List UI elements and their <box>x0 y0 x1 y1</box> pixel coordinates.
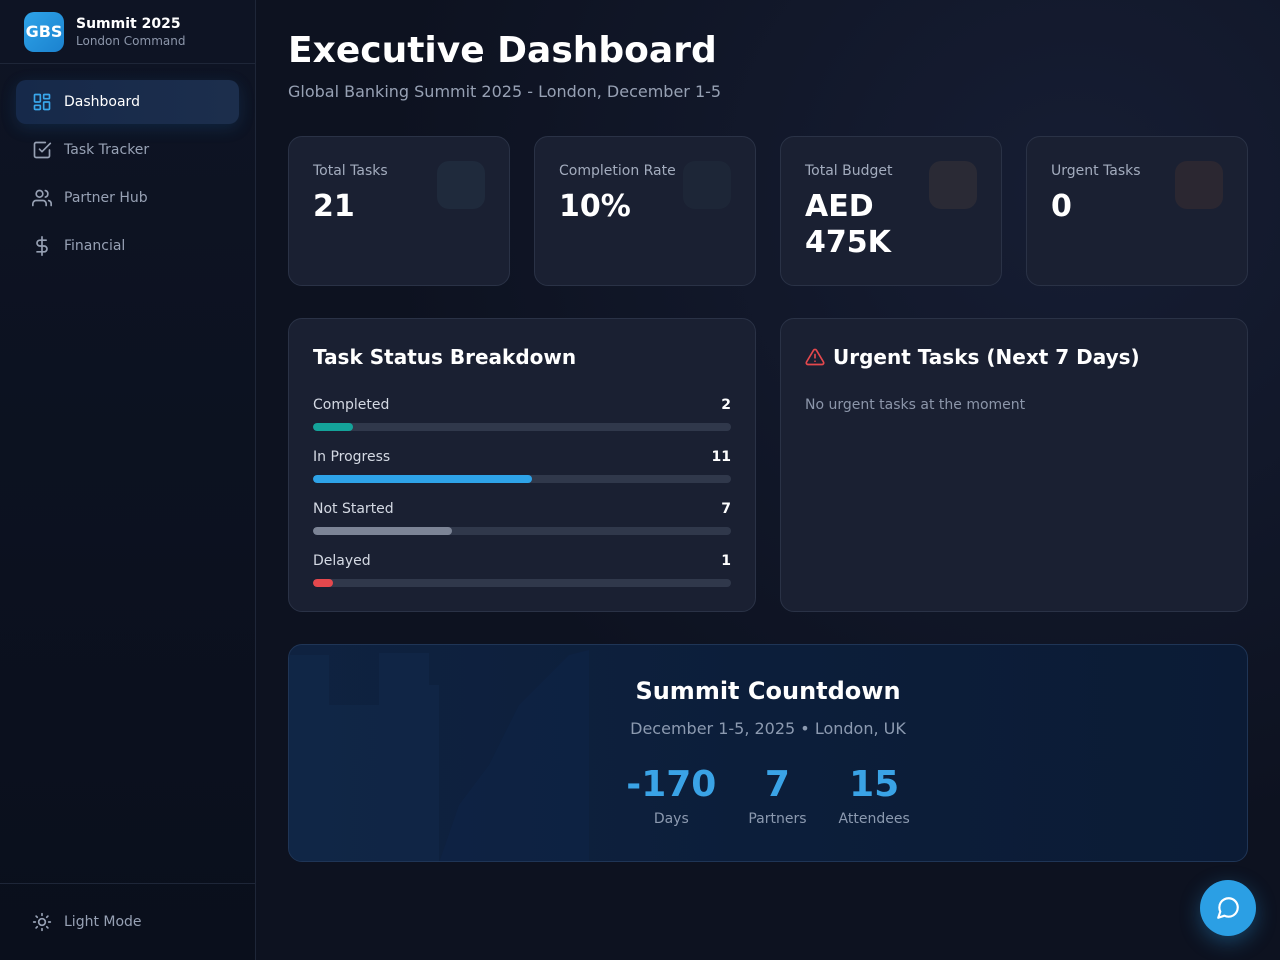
budget-icon <box>929 161 977 209</box>
completion-icon <box>683 161 731 209</box>
tasks-icon <box>437 161 485 209</box>
light-mode-toggle[interactable]: Light Mode <box>16 900 239 944</box>
stat-label: Total Budget <box>805 163 893 179</box>
empty-message: No urgent tasks at the moment <box>805 397 1026 413</box>
status-count: 7 <box>721 501 731 517</box>
sun-icon <box>32 912 52 932</box>
stat-label: Completion Rate <box>559 163 676 179</box>
countdown-value: 15 <box>849 764 900 805</box>
stat-card-total-budget: Total Budget AED 475K <box>780 136 1002 286</box>
progress-fill <box>313 475 532 483</box>
countdown-label: Days <box>653 811 689 827</box>
status-label: In Progress <box>313 449 391 465</box>
status-count: 11 <box>711 449 731 465</box>
sidebar-item-label: Task Tracker <box>64 142 150 158</box>
countdown-days: -170 Days <box>626 763 716 827</box>
status-label: Not Started <box>313 501 394 517</box>
page-subtitle: Global Banking Summit 2025 - London, Dec… <box>288 82 722 101</box>
sidebar-item-task-tracker[interactable]: Task Tracker <box>16 128 239 172</box>
status-label: Delayed <box>313 553 371 569</box>
stat-value: 10% <box>559 189 631 224</box>
status-count: 2 <box>721 397 731 413</box>
countdown-subtitle: December 1-5, 2025 • London, UK <box>630 719 906 738</box>
sidebar-footer: Light Mode <box>0 883 255 960</box>
chat-button[interactable] <box>1200 880 1256 936</box>
summit-countdown: Summit Countdown December 1-5, 2025 • Lo… <box>288 644 1248 862</box>
countdown-attendees: 15 Attendees <box>839 763 910 827</box>
progress-track <box>313 527 731 535</box>
alert-triangle-icon <box>805 348 825 366</box>
countdown-stats: -170 Days 7 Partners 15 Attendees <box>289 763 1247 827</box>
section-title: Task Status Breakdown <box>313 345 577 369</box>
sidebar-item-label: Partner Hub <box>64 190 148 206</box>
countdown-value: 7 <box>764 764 790 805</box>
dollar-icon <box>36 236 48 256</box>
task-status-card: Task Status Breakdown Completed 2 In Prog… <box>288 318 756 612</box>
sidebar: GBS Summit 2025 London Command Dashboard… <box>0 0 256 960</box>
users-icon <box>32 189 52 207</box>
stat-value: 21 <box>313 189 355 224</box>
checkbox-icon <box>33 141 52 159</box>
sidebar-item-dashboard[interactable]: Dashboard <box>16 80 239 124</box>
progress-fill <box>313 423 353 431</box>
brand-logo[interactable]: GBS <box>24 11 64 52</box>
progress-fill <box>313 527 453 535</box>
status-row-in-progress: In Progress 11 <box>313 449 731 483</box>
sidebar-item-label: Dashboard <box>64 94 140 110</box>
countdown-label: Attendees <box>838 811 910 827</box>
brand-subtitle: London Command <box>76 33 186 48</box>
stat-label: Urgent Tasks <box>1051 163 1141 179</box>
status-count: 1 <box>721 553 731 569</box>
light-mode-label: Light Mode <box>64 914 142 930</box>
chat-bubble-icon <box>1217 897 1239 919</box>
progress-track <box>313 475 731 483</box>
stat-label: Total Tasks <box>313 163 388 179</box>
progress-track <box>313 579 731 587</box>
stat-card-urgent-tasks: Urgent Tasks 0 <box>1026 136 1248 286</box>
sidebar-nav: Dashboard Task Tracker Partner Hub Finan… <box>0 64 255 288</box>
urgent-tasks-card: Urgent Tasks (Next 7 Days) No urgent tas… <box>780 318 1248 612</box>
brand-text: Summit 2025 London Command <box>76 15 185 49</box>
urgent-icon <box>1175 161 1223 209</box>
countdown-label: Partners <box>748 811 807 827</box>
brand-title: Summit 2025 <box>76 15 181 32</box>
countdown-partners: 7 Partners <box>748 763 806 827</box>
countdown-value: -170 <box>626 764 717 805</box>
urgent-title: Urgent Tasks (Next 7 Days) <box>833 345 1140 369</box>
stat-card-completion-rate: Completion Rate 10% <box>534 136 756 286</box>
sidebar-item-financial[interactable]: Financial <box>16 224 239 268</box>
status-row-completed: Completed 2 <box>313 397 731 431</box>
main-content: Executive Dashboard Global Banking Summi… <box>256 0 1280 960</box>
stat-card-total-tasks: Total Tasks 21 <box>288 136 510 286</box>
countdown-title: Summit Countdown <box>635 677 901 705</box>
brand: GBS Summit 2025 London Command <box>0 0 255 64</box>
stat-value: AED 475K <box>805 189 891 260</box>
stat-value: 0 <box>1051 189 1072 224</box>
dashboard-icon <box>33 93 51 111</box>
page-title: Executive Dashboard <box>288 30 717 71</box>
sidebar-item-partner-hub[interactable]: Partner Hub <box>16 176 239 220</box>
progress-fill <box>313 579 333 587</box>
sidebar-item-label: Financial <box>64 238 126 254</box>
status-row-not-started: Not Started 7 <box>313 501 731 535</box>
status-label: Completed <box>313 397 390 413</box>
progress-track <box>313 423 731 431</box>
skyline-decoration <box>289 650 589 861</box>
section-title: Urgent Tasks (Next 7 Days) <box>805 345 1140 369</box>
status-row-delayed: Delayed 1 <box>313 553 731 587</box>
